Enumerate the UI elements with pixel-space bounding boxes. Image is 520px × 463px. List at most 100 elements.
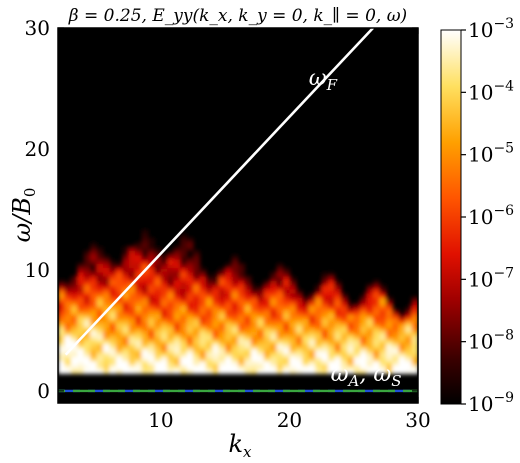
heatmap-cell: [186, 305, 194, 311]
heatmap-cell: [96, 369, 104, 374]
colorbar-ticks: 10−9 10−8 10−7 10−6 10−5 10−4 10−3: [461, 16, 514, 416]
heatmap-cell: [231, 267, 239, 273]
heatmap-cell: [135, 297, 143, 302]
heatmap-cell: [64, 292, 72, 298]
heatmap-cell: [103, 356, 111, 362]
heatmap-cell: [283, 284, 291, 290]
heatmap-cell: [58, 318, 66, 324]
heatmap-cell: [83, 275, 91, 281]
heatmap-cell: [270, 318, 278, 324]
heatmap-cell: [321, 292, 329, 298]
heatmap-cell: [103, 318, 111, 324]
heatmap-cell: [180, 352, 188, 358]
heatmap-cell: [231, 254, 239, 260]
heatmap-cell: [199, 284, 207, 290]
heatmap-cell: [154, 246, 162, 252]
heatmap-cell: [328, 318, 336, 324]
heatmap-cell: [154, 326, 162, 332]
heatmap-cell: [263, 301, 271, 307]
heatmap-cell: [315, 369, 323, 374]
heatmap-cell: [238, 360, 246, 366]
heatmap-cell: [103, 292, 111, 298]
heatmap-cell: [315, 292, 323, 298]
heatmap-cell: [186, 309, 194, 315]
heatmap-cell: [96, 254, 104, 260]
heatmap-cell: [167, 356, 175, 362]
heatmap-cell: [212, 280, 220, 286]
heatmap-cell: [141, 259, 149, 264]
heatmap-cell: [180, 242, 188, 247]
heatmap-cell: [90, 263, 98, 269]
heatmap-cell: [135, 326, 143, 332]
heatmap-cell: [373, 309, 381, 315]
overlay-lines: [58, 28, 418, 393]
heatmap-cell: [231, 331, 239, 336]
heatmap-cell: [160, 309, 168, 315]
heatmap-cell: [276, 305, 284, 311]
heatmap-cell: [109, 288, 117, 294]
heatmap-cell: [160, 356, 168, 362]
y-tick-label: 30: [25, 16, 50, 40]
heatmap-cell: [186, 339, 194, 345]
heatmap-cell: [58, 301, 66, 307]
heatmap-cell: [295, 292, 303, 298]
heatmap-cell: [257, 301, 265, 307]
heatmap-cell: [283, 267, 291, 273]
heatmap-cell: [83, 292, 91, 298]
heatmap-cell: [205, 305, 213, 311]
heatmap-cell: [199, 292, 207, 298]
omega-a-s-label: ωA, ωS: [331, 362, 402, 390]
heatmap-cell: [263, 331, 271, 336]
heatmap-cell: [205, 369, 213, 374]
heatmap-cell: [289, 356, 297, 362]
heatmap-cell: [148, 292, 156, 298]
heatmap-cell: [186, 352, 194, 358]
heatmap-cell: [180, 360, 188, 366]
heatmap-cell: [289, 305, 297, 311]
heatmap-cell: [398, 347, 406, 353]
heatmap-cell: [148, 250, 156, 256]
heatmap-cell: [302, 305, 310, 311]
heatmap-cell: [77, 305, 85, 311]
heatmap-cell: [77, 360, 85, 366]
heatmap-cell: [225, 314, 233, 319]
heatmap-cell: [141, 347, 149, 353]
heatmap-cell: [379, 347, 387, 353]
heatmap-cell: [263, 322, 271, 328]
heatmap-cell: [83, 301, 91, 307]
heatmap-cell: [173, 335, 181, 341]
heatmap-cell: [96, 322, 104, 328]
heatmap-cell: [180, 347, 188, 353]
heatmap-cell: [154, 267, 162, 273]
heatmap-cell: [218, 347, 226, 353]
heatmap-cell: [373, 347, 381, 353]
heatmap-cell: [334, 360, 342, 366]
heatmap-cell: [218, 339, 226, 345]
heatmap-cell: [283, 309, 291, 315]
heatmap-cell: [160, 297, 168, 302]
heatmap-cell: [90, 259, 98, 264]
heatmap-cell: [173, 263, 181, 269]
heatmap-cell: [257, 331, 265, 336]
heatmap-cell: [295, 369, 303, 374]
heatmap-cell: [186, 292, 194, 298]
heatmap-cell: [295, 331, 303, 336]
heatmap-cell: [315, 360, 323, 366]
heatmap-cell: [173, 314, 181, 319]
heatmap-cell: [193, 305, 201, 311]
heatmap-cell: [411, 343, 418, 349]
heatmap-cell: [411, 309, 418, 315]
heatmap-cell: [411, 352, 418, 358]
heatmap-cell: [90, 280, 98, 286]
x-tick-label: 20: [277, 408, 302, 432]
heatmap-cell: [308, 292, 316, 298]
heatmap-cell: [141, 326, 149, 332]
heatmap-cell: [225, 305, 233, 311]
heatmap-cell: [315, 364, 323, 370]
heatmap-cell: [231, 369, 239, 374]
heatmap-cell: [103, 305, 111, 311]
heatmap-cell: [405, 318, 413, 324]
heatmap-cell: [205, 314, 213, 319]
heatmap-cell: [70, 309, 78, 315]
heatmap-cell: [109, 292, 117, 298]
